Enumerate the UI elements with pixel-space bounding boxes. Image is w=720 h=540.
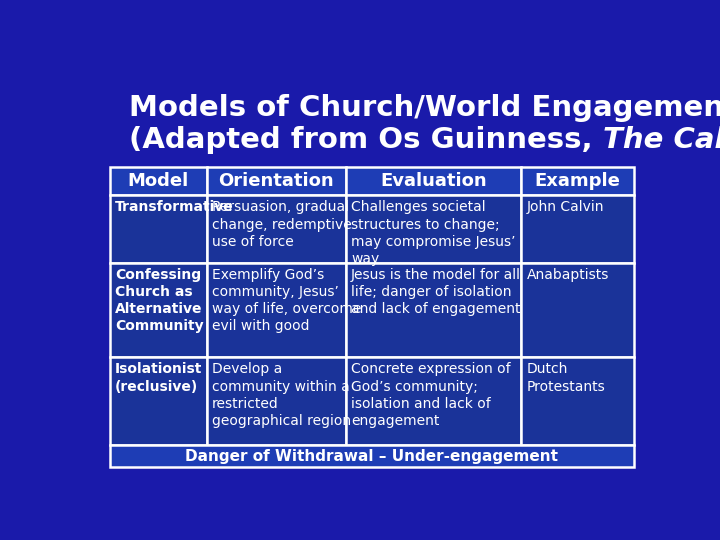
Text: (Adapted from Os Guinness,: (Adapted from Os Guinness, <box>129 126 603 154</box>
Bar <box>521 167 634 195</box>
Text: Transformative: Transformative <box>115 200 234 214</box>
Text: Jesus is the model for all
life; danger of isolation
and lack of engagement: Jesus is the model for all life; danger … <box>351 268 521 316</box>
Text: Danger of Withdrawal – Under-engagement: Danger of Withdrawal – Under-engagement <box>185 449 558 463</box>
Text: Example: Example <box>535 172 621 190</box>
Text: Evaluation: Evaluation <box>380 172 487 190</box>
Bar <box>109 262 207 357</box>
Text: Confessing
Church as
Alternative
Community: Confessing Church as Alternative Communi… <box>115 268 204 334</box>
Text: Isolationist
(reclusive): Isolationist (reclusive) <box>115 362 202 394</box>
Bar <box>521 262 634 357</box>
Bar <box>109 167 207 195</box>
Text: Model: Model <box>127 172 189 190</box>
Text: Develop a
community within a
restricted
geographical region: Develop a community within a restricted … <box>212 362 351 428</box>
Text: Exemplify God’s
community, Jesus’
way of life, overcome
evil with good: Exemplify God’s community, Jesus’ way of… <box>212 268 361 334</box>
Text: Dutch
Protestants: Dutch Protestants <box>527 362 606 394</box>
Text: The Call: The Call <box>603 126 720 154</box>
Bar <box>346 167 521 195</box>
Text: Challenges societal
structures to change;
may compromise Jesus’
way: Challenges societal structures to change… <box>351 200 516 266</box>
Text: Orientation: Orientation <box>218 172 334 190</box>
Bar <box>109 357 207 445</box>
Bar <box>109 445 634 467</box>
Bar <box>207 357 346 445</box>
Bar <box>207 262 346 357</box>
Bar <box>346 262 521 357</box>
Bar <box>109 195 207 262</box>
Bar <box>346 195 521 262</box>
Bar <box>521 357 634 445</box>
Bar <box>207 195 346 262</box>
Bar <box>346 357 521 445</box>
Bar <box>521 195 634 262</box>
Text: Anabaptists: Anabaptists <box>527 268 609 281</box>
Text: Models of Church/World Engagement: Models of Church/World Engagement <box>129 94 720 123</box>
Text: Concrete expression of
God’s community;
isolation and lack of
engagement: Concrete expression of God’s community; … <box>351 362 510 428</box>
Text: John Calvin: John Calvin <box>527 200 604 214</box>
Text: Persuasion, gradual
change, redemptive
use of force: Persuasion, gradual change, redemptive u… <box>212 200 352 249</box>
Bar <box>207 167 346 195</box>
